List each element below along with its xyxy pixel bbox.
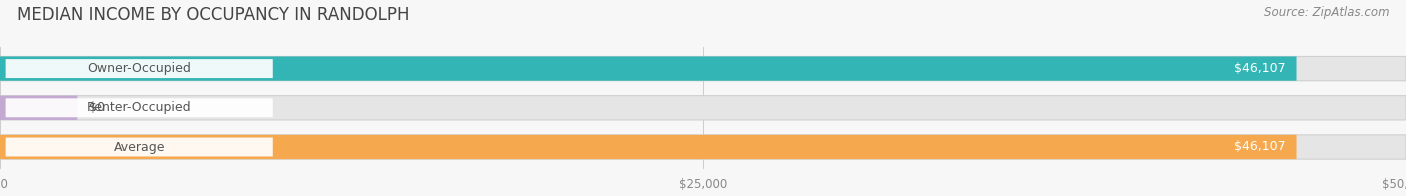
Text: $46,107: $46,107 xyxy=(1233,62,1285,75)
FancyBboxPatch shape xyxy=(6,138,273,156)
FancyBboxPatch shape xyxy=(0,56,1406,81)
FancyBboxPatch shape xyxy=(0,135,1296,159)
Text: Owner-Occupied: Owner-Occupied xyxy=(87,62,191,75)
Text: MEDIAN INCOME BY OCCUPANCY IN RANDOLPH: MEDIAN INCOME BY OCCUPANCY IN RANDOLPH xyxy=(17,6,409,24)
FancyBboxPatch shape xyxy=(0,96,1406,120)
Text: Average: Average xyxy=(114,141,165,153)
FancyBboxPatch shape xyxy=(6,59,273,78)
Text: $0: $0 xyxy=(89,101,104,114)
FancyBboxPatch shape xyxy=(0,135,1406,159)
Text: Renter-Occupied: Renter-Occupied xyxy=(87,101,191,114)
Text: $46,107: $46,107 xyxy=(1233,141,1285,153)
FancyBboxPatch shape xyxy=(6,98,273,117)
FancyBboxPatch shape xyxy=(0,96,77,120)
FancyBboxPatch shape xyxy=(0,56,1296,81)
Text: Source: ZipAtlas.com: Source: ZipAtlas.com xyxy=(1264,6,1389,19)
